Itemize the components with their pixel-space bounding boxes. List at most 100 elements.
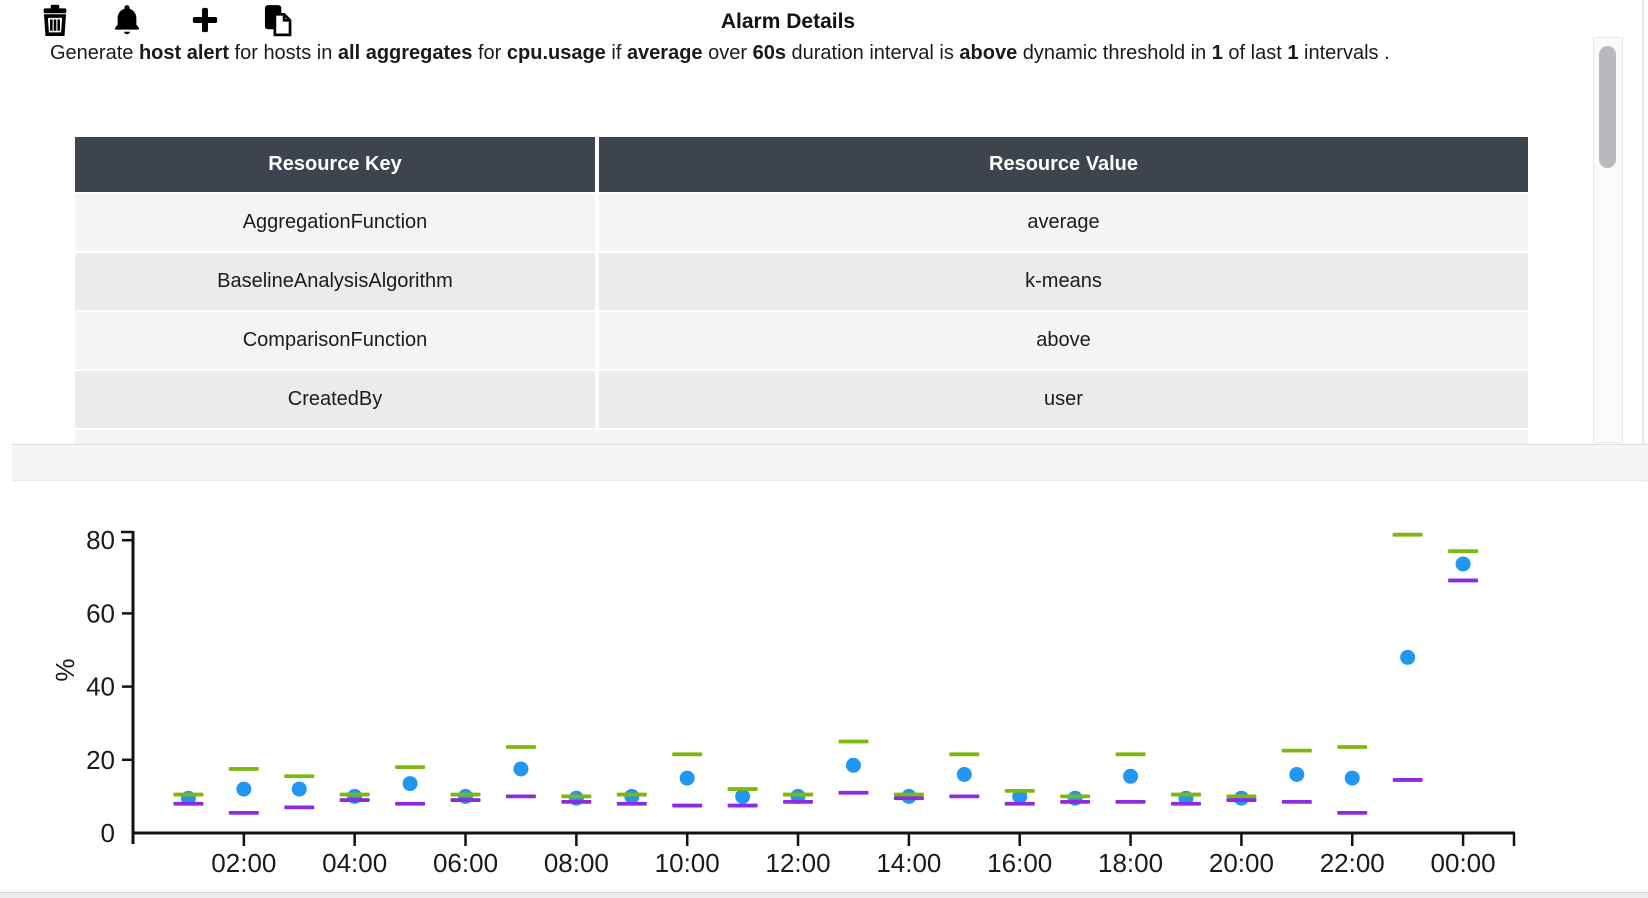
copy-icon (260, 3, 296, 37)
upper-threshold-mark (173, 792, 204, 797)
lower-threshold-mark (1170, 801, 1201, 806)
alarm-button[interactable] (110, 2, 146, 38)
upper-threshold-mark (1448, 549, 1479, 554)
lower-threshold-mark (1060, 799, 1091, 804)
table-row: CreatedBy user (75, 371, 1528, 428)
data-point (679, 770, 695, 786)
x-tick-label: 20:00 (1209, 848, 1274, 878)
x-tick-label: 22:00 (1320, 848, 1385, 878)
pane-separator (12, 444, 1648, 481)
y-tick-label: 20 (86, 745, 115, 775)
data-point (402, 776, 418, 792)
table-header-row: Resource Key Resource Value (75, 137, 1528, 192)
lower-threshold-mark (838, 790, 869, 795)
data-point (1344, 770, 1360, 786)
table-body: AggregationFunction average BaselineAnalys… (75, 194, 1528, 428)
threshold-chart-panel: 0 20 40 60 80 02:00 04:00 06:00 08:00 10:00 12:00 1… (0, 482, 1648, 892)
bottom-strip (0, 892, 1648, 898)
x-tick-label: 16:00 (987, 848, 1052, 878)
resource-value-cell: k-means (595, 253, 1528, 310)
x-tick-label: 00:00 (1431, 848, 1496, 878)
add-button[interactable] (188, 2, 224, 38)
upper-threshold-mark (838, 739, 869, 744)
y-tick-label: 60 (86, 598, 115, 628)
upper-threshold-mark (783, 792, 814, 797)
bell-icon (110, 3, 146, 37)
upper-threshold-mark (1226, 794, 1257, 799)
table-row: BaselineAnalysisAlgorithm k-means (75, 253, 1528, 310)
lower-threshold-mark (1337, 810, 1368, 815)
page-title: Alarm Details (720, 10, 856, 33)
lower-threshold-mark (228, 810, 259, 815)
resource-value-cell: average (595, 194, 1528, 251)
lower-threshold-mark (783, 799, 814, 804)
column-header-resource-value: Resource Value (595, 137, 1528, 192)
upper-threshold-mark (450, 792, 481, 797)
upper-threshold-mark (1060, 794, 1091, 799)
trash-icon (38, 3, 74, 37)
resource-value-cell: user (595, 371, 1528, 428)
upper-threshold-mark (505, 745, 536, 749)
x-tick-label: 04:00 (322, 848, 387, 878)
alarm-details-pane: Alarm Details Generate host alert for ho… (0, 0, 1648, 450)
data-point (845, 757, 861, 773)
data-point (1289, 766, 1305, 782)
lower-threshold-mark (395, 801, 426, 806)
plus-icon (188, 3, 224, 37)
resource-value-cell: above (595, 312, 1528, 369)
alarm-description: Generate host alert for hosts in all agg… (50, 42, 1390, 64)
lower-threshold-mark (561, 799, 592, 804)
x-tick-label: 08:00 (544, 848, 609, 878)
upper-threshold-mark (727, 787, 758, 791)
lower-threshold-mark (173, 801, 204, 806)
table-row: ComparisonFunction above (75, 312, 1528, 369)
upper-threshold-mark (893, 792, 924, 797)
vertical-scrollbar-thumb[interactable] (1599, 46, 1616, 168)
resource-key-cell: CreatedBy (75, 371, 595, 428)
y-axis-label: % (50, 658, 80, 681)
lower-threshold-mark (505, 794, 536, 799)
copy-button[interactable] (260, 2, 296, 38)
column-header-resource-key: Resource Key (268, 153, 402, 175)
lower-threshold-mark (1004, 801, 1035, 806)
resource-key-cell: BaselineAnalysisAlgorithm (75, 253, 595, 310)
upper-threshold-mark (339, 792, 370, 797)
table-row: AggregationFunction average (75, 194, 1528, 251)
lower-threshold-mark (616, 801, 647, 806)
lower-threshold-mark (727, 803, 758, 808)
lower-threshold-mark (1392, 778, 1423, 782)
upper-threshold-mark (1392, 532, 1423, 537)
upper-threshold-mark (1115, 752, 1146, 757)
lower-threshold-mark (1448, 578, 1479, 583)
lower-threshold-mark (1226, 798, 1257, 802)
upper-threshold-mark (1281, 748, 1312, 753)
lower-threshold-mark (672, 803, 703, 808)
data-point (513, 761, 529, 777)
resource-key-cell: ComparisonFunction (75, 312, 595, 369)
lower-threshold-mark (893, 796, 924, 801)
lower-threshold-mark (1115, 799, 1146, 804)
upper-threshold-mark (284, 774, 315, 779)
x-tick-label: 10:00 (655, 848, 720, 878)
upper-threshold-mark (1337, 745, 1368, 749)
delete-button[interactable] (38, 2, 74, 38)
data-point (291, 781, 307, 797)
x-tick-label: 06:00 (433, 848, 498, 878)
upper-threshold-mark (1004, 789, 1035, 793)
data-point (1400, 649, 1416, 665)
upper-threshold-mark (616, 792, 647, 797)
x-tick-label: 02:00 (211, 848, 276, 878)
upper-threshold-mark (672, 752, 703, 757)
lower-threshold-mark (1281, 799, 1312, 804)
upper-threshold-mark (228, 767, 259, 771)
lower-threshold-mark (339, 798, 370, 802)
resource-key-cell: AggregationFunction (75, 194, 595, 251)
vertical-scrollbar-track[interactable] (1593, 37, 1623, 443)
lower-threshold-mark (450, 798, 481, 802)
data-point (1123, 768, 1139, 784)
data-point (735, 788, 751, 804)
data-point (236, 781, 252, 797)
data-point (1455, 556, 1471, 572)
resource-table: Resource Key Resource Value AggregationF… (75, 137, 1528, 450)
